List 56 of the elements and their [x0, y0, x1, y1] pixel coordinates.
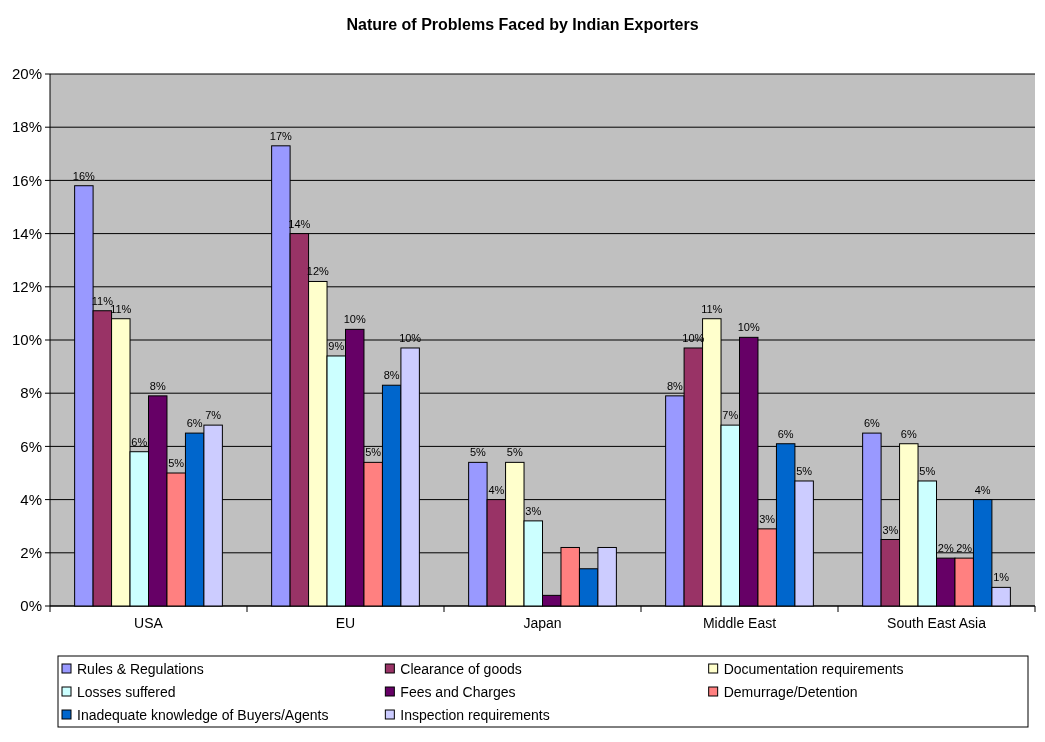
data-label: 2% — [956, 542, 973, 555]
data-label: 8% — [666, 379, 684, 392]
data-label: 5% — [168, 457, 185, 469]
legend-label: Demurrage/Detention — [723, 684, 858, 700]
x-tick-label: EU — [335, 615, 356, 631]
data-label: 3% — [759, 512, 776, 525]
data-label: 17% — [269, 129, 293, 142]
data-label: 5% — [365, 446, 382, 459]
legend-label: Clearance of goods — [400, 661, 522, 677]
legend-label: Inspection requirements — [400, 707, 550, 723]
data-label: 1% — [993, 571, 1010, 584]
legend-label: Fees and Charges — [400, 684, 516, 700]
data-label: 10% — [343, 313, 366, 326]
y-tick-label: 6% — [20, 437, 42, 455]
data-label: 4% — [488, 483, 505, 496]
x-tick-label: Japan — [523, 615, 562, 631]
y-tick-label: 12% — [11, 278, 42, 296]
y-tick-label: 20% — [11, 65, 42, 83]
x-tick-label: USA — [134, 615, 164, 631]
data-label: 3% — [525, 504, 542, 517]
x-tick-label: South East Asia — [887, 615, 987, 631]
x-tick-label: Middle East — [702, 615, 777, 631]
data-label: 3% — [882, 523, 899, 536]
data-label: 6% — [863, 417, 881, 430]
data-label: 6% — [900, 427, 917, 440]
y-tick-label: 8% — [20, 384, 42, 402]
legend-label: Documentation requirements — [723, 661, 904, 677]
y-tick-label: 0% — [20, 597, 42, 615]
data-label: 8% — [383, 369, 400, 382]
data-label: 4% — [974, 483, 991, 496]
y-tick-label: 16% — [11, 171, 42, 189]
data-label: 6% — [131, 435, 148, 448]
data-label: 6% — [186, 417, 203, 430]
y-tick-label: 18% — [11, 118, 42, 136]
data-label: 10% — [737, 321, 760, 334]
legend-label: Losses suffered — [77, 684, 176, 700]
chart-title: Nature of Problems Faced by Indian Exporters — [346, 16, 699, 33]
data-label: 6% — [777, 427, 794, 440]
data-label: 7% — [722, 409, 739, 422]
data-label: 5% — [919, 464, 936, 477]
data-label: 9% — [328, 339, 345, 352]
y-tick-label: 10% — [11, 331, 42, 349]
legend-label: Inadequate knowledge of Buyers/Agents — [77, 707, 329, 723]
data-label: 8% — [149, 379, 166, 392]
data-label: 5% — [506, 446, 523, 459]
y-tick-label: 4% — [20, 490, 42, 508]
y-tick-label: 14% — [11, 224, 42, 242]
data-label: 7% — [205, 409, 222, 422]
data-label: 2% — [937, 542, 954, 555]
y-tick-label: 2% — [20, 544, 42, 562]
data-label: 16% — [72, 169, 96, 182]
data-label: 5% — [469, 446, 487, 459]
data-label: 10% — [399, 331, 422, 344]
data-label: 5% — [796, 464, 813, 477]
data-label: 11% — [701, 302, 723, 315]
legend-label: Rules & Regulations — [77, 661, 204, 677]
